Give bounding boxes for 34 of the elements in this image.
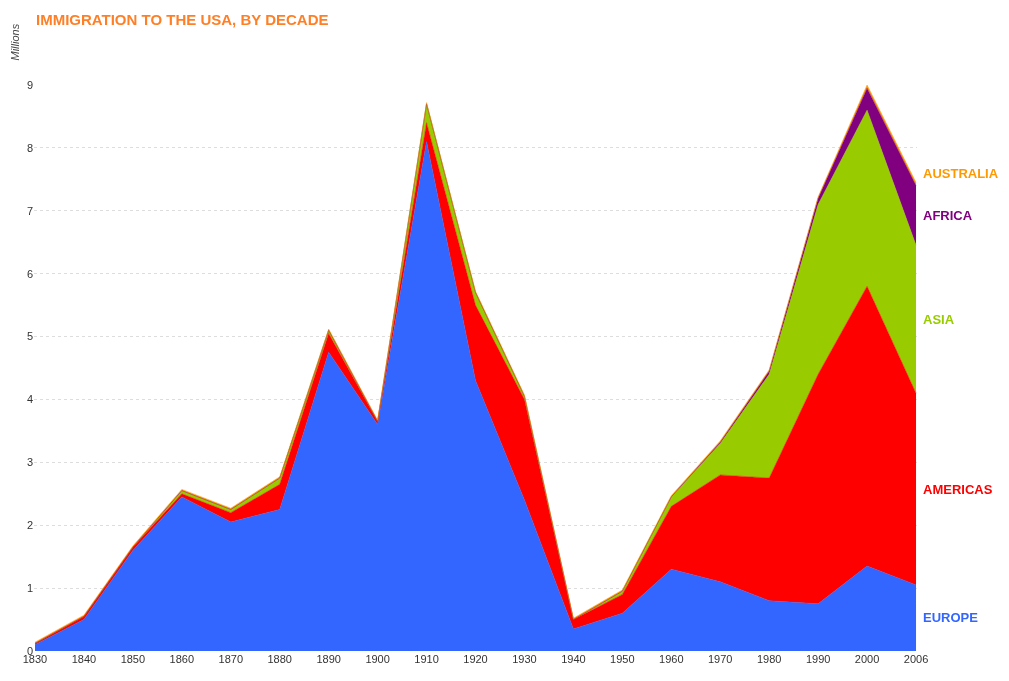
series-label: AFRICA [923, 208, 973, 223]
x-tick-label: 1970 [707, 653, 733, 665]
y-tick-label: 6 [26, 267, 33, 280]
series-label: EUROPE [923, 610, 979, 625]
x-tick-label: 1910 [414, 653, 439, 665]
x-tick-label: 1930 [512, 653, 537, 665]
x-tick-label: 1960 [659, 653, 684, 665]
x-tick-label: 1990 [805, 653, 831, 665]
x-tick-label: 2006 [903, 653, 929, 665]
y-tick-label: 2 [26, 519, 33, 532]
x-tick-label: 1980 [756, 653, 782, 665]
chart-title: IMMIGRATION TO THE USA, BY DECADE [36, 11, 329, 28]
series-label: AMERICAS [923, 482, 993, 497]
x-tick-label: 1950 [610, 653, 635, 665]
y-tick-label: 7 [26, 204, 33, 217]
x-tick-label: 1890 [316, 653, 341, 665]
series-label: ASIA [923, 312, 955, 327]
y-tick-label: 3 [26, 456, 33, 469]
y-tick-label: 4 [26, 393, 33, 406]
y-tick-label: 1 [26, 581, 33, 594]
x-tick-label: 1870 [218, 653, 244, 665]
y-tick-label: 9 [26, 78, 33, 91]
y-tick-label: 8 [26, 141, 33, 154]
x-tick-label: 1900 [365, 653, 390, 665]
x-tick-label: 1940 [561, 653, 586, 665]
y-tick-label: 5 [26, 330, 33, 343]
x-tick-label: 1860 [169, 653, 195, 665]
series-label: AUSTRALIA [923, 166, 999, 181]
x-tick-label: 1840 [71, 653, 97, 665]
x-tick-label: 2000 [854, 653, 880, 665]
x-tick-label: 1920 [463, 653, 488, 665]
x-tick-label: 1850 [120, 653, 146, 665]
x-tick-label: 1880 [267, 653, 292, 665]
y-axis-title: Millions [8, 23, 21, 61]
